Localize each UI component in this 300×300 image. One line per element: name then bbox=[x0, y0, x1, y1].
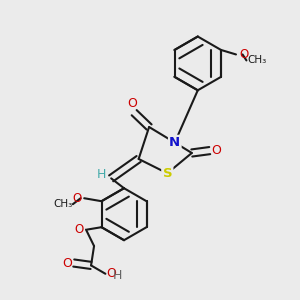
Text: O: O bbox=[239, 48, 248, 61]
Text: O: O bbox=[74, 223, 84, 236]
Text: S: S bbox=[163, 167, 172, 180]
Text: O: O bbox=[106, 267, 116, 280]
Text: H: H bbox=[112, 269, 122, 282]
Text: H: H bbox=[97, 168, 106, 181]
Text: O: O bbox=[128, 97, 138, 110]
Text: O: O bbox=[62, 256, 72, 269]
Text: CH₃: CH₃ bbox=[247, 56, 266, 65]
Text: N: N bbox=[169, 136, 180, 149]
Text: O: O bbox=[212, 144, 221, 157]
Text: O: O bbox=[72, 192, 81, 205]
Text: CH₃: CH₃ bbox=[53, 199, 72, 209]
